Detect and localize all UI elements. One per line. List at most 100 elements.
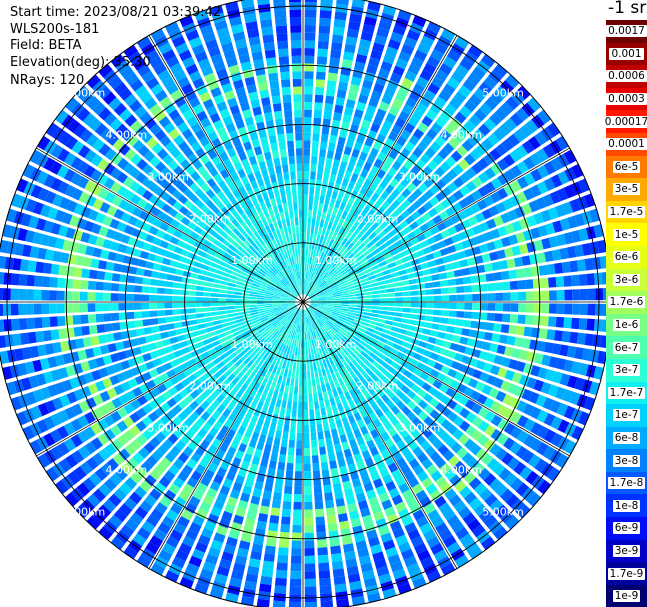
range-gate <box>426 302 434 309</box>
range-gate <box>318 25 331 34</box>
range-gate <box>326 80 337 89</box>
range-gate <box>355 53 368 64</box>
range-gate <box>496 433 509 446</box>
range-gate <box>205 188 216 199</box>
range-gate <box>342 348 350 356</box>
range-gate <box>384 506 396 518</box>
range-gate <box>317 296 326 299</box>
range-gate <box>264 344 272 352</box>
range-gate <box>359 257 368 264</box>
range-gate <box>119 482 132 496</box>
range-gate <box>207 79 219 91</box>
range-gate <box>303 348 306 356</box>
range-gate <box>203 225 213 234</box>
range-gate <box>474 381 486 392</box>
range-gate <box>155 431 167 443</box>
range-gate <box>303 394 308 403</box>
range-gate <box>375 518 388 529</box>
range-gate <box>253 321 262 327</box>
range-gate <box>173 246 184 255</box>
range-gate <box>151 270 160 279</box>
range-gate <box>453 403 464 415</box>
range-gate <box>462 276 472 285</box>
range-gate <box>317 337 322 346</box>
range-gate <box>265 475 275 485</box>
range-gate <box>343 146 353 156</box>
range-gate <box>380 449 391 460</box>
range-gate <box>507 383 519 395</box>
range-gate <box>341 366 349 376</box>
range-gate <box>287 302 296 304</box>
range-gate <box>327 205 334 214</box>
range-gate <box>199 501 211 513</box>
range-gate <box>250 362 258 371</box>
range-gate <box>286 400 292 410</box>
range-gate <box>367 592 381 603</box>
range-gate <box>313 274 319 282</box>
range-gate <box>299 378 303 387</box>
range-gate <box>272 348 279 357</box>
range-gate <box>314 102 323 111</box>
range-gate <box>116 420 128 433</box>
range-gate <box>107 251 117 261</box>
range-gate <box>305 279 308 287</box>
elevation-label: Elevation(deg): 35.30 <box>10 54 151 70</box>
range-gate <box>272 247 279 256</box>
range-gate <box>256 248 264 256</box>
range-gate <box>295 140 303 149</box>
range-gate <box>309 179 316 188</box>
range-gate <box>273 309 282 313</box>
range-gate <box>396 135 407 147</box>
range-gate <box>411 109 424 121</box>
range-gate <box>264 303 273 306</box>
range-gate <box>468 114 482 127</box>
range-gate <box>129 78 144 92</box>
range-gate <box>185 384 195 394</box>
range-gate <box>199 568 214 580</box>
range-gate <box>362 380 371 389</box>
range-gate <box>87 292 96 301</box>
range-gate <box>394 338 404 346</box>
range-gate <box>197 165 208 176</box>
range-gate <box>271 238 278 247</box>
range-gate <box>261 217 269 227</box>
range-gate <box>459 172 471 184</box>
range-gate <box>459 533 474 547</box>
range-gate <box>123 369 134 380</box>
range-gate <box>259 583 272 593</box>
range-gate <box>494 504 509 519</box>
range-gate <box>268 355 275 364</box>
range-gate <box>211 311 220 316</box>
range-gate <box>466 338 476 347</box>
range-gate <box>182 109 195 121</box>
range-gate <box>200 117 212 129</box>
range-gate <box>191 215 201 225</box>
range-gate <box>371 290 380 295</box>
range-gate <box>287 313 294 320</box>
range-gate <box>304 55 315 64</box>
range-gate <box>195 417 206 427</box>
range-gate <box>123 429 135 442</box>
range-gate <box>349 245 358 253</box>
range-gate <box>152 237 163 246</box>
range-gate <box>56 425 69 440</box>
range-gate <box>319 360 325 369</box>
range-gate <box>290 555 302 564</box>
range-gate <box>108 493 122 507</box>
range-gate <box>14 242 25 256</box>
range-gate <box>317 226 323 235</box>
range-gate <box>313 478 322 487</box>
range-gate <box>333 296 342 299</box>
range-gate <box>250 311 259 316</box>
range-gate <box>152 358 163 367</box>
range-gate <box>184 176 195 188</box>
range-gate <box>330 327 338 335</box>
range-gate <box>266 159 274 168</box>
range-gate <box>347 398 355 408</box>
range-gate <box>362 215 371 224</box>
range-gate <box>277 40 289 50</box>
range-gate <box>142 277 151 285</box>
range-gate <box>219 352 228 361</box>
range-gate <box>389 266 398 273</box>
range-gate <box>231 355 240 364</box>
